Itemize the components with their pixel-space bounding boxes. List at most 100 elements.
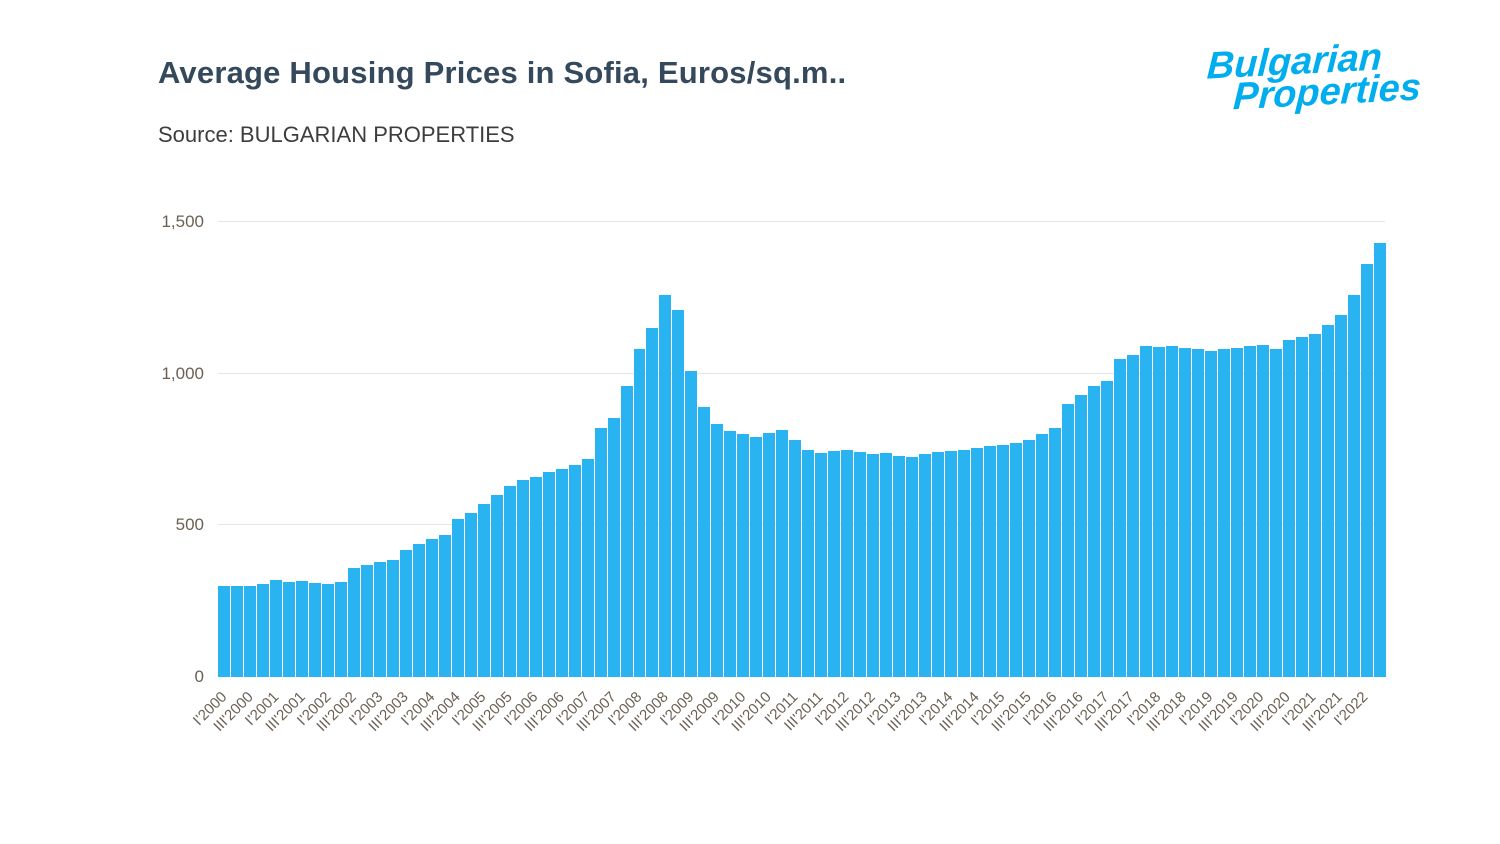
bar xyxy=(477,504,490,677)
bar xyxy=(243,586,256,677)
bar xyxy=(620,385,633,677)
bar xyxy=(750,437,763,677)
y-axis-tick-label: 500 xyxy=(175,515,204,535)
bar xyxy=(347,567,360,677)
bar xyxy=(529,476,542,677)
bar xyxy=(516,479,529,677)
bar xyxy=(607,417,620,677)
bar xyxy=(893,456,906,677)
y-axis-tick-label: 0 xyxy=(194,667,204,686)
bar xyxy=(1347,294,1360,677)
x-axis: I'2000 III'2000 I'2001 III'2001 I'2002 III'20… xyxy=(190,677,1385,777)
bar xyxy=(1321,325,1334,677)
bar xyxy=(1269,348,1282,677)
bar xyxy=(906,457,919,677)
plot-area: 0 500 1,000 1,500 I'2000 III'2000 I'2001 III'2… xyxy=(161,212,1386,735)
bar xyxy=(1087,386,1100,677)
bar xyxy=(1230,347,1243,677)
bar xyxy=(1204,350,1217,677)
bar xyxy=(1217,349,1230,677)
bar xyxy=(1126,354,1139,677)
bar xyxy=(789,440,802,677)
bar xyxy=(1139,345,1152,677)
bar xyxy=(932,451,945,677)
gridline xyxy=(218,676,1385,677)
bar xyxy=(360,564,373,677)
bar xyxy=(308,582,321,677)
bar xyxy=(828,451,841,677)
bar xyxy=(724,431,737,677)
bar xyxy=(919,454,932,677)
bar xyxy=(646,328,659,677)
bar xyxy=(711,423,724,677)
bar xyxy=(451,519,464,677)
bar xyxy=(1036,434,1048,677)
bar xyxy=(1282,339,1295,677)
bar xyxy=(802,449,815,677)
gridline xyxy=(218,524,1385,526)
bar xyxy=(737,434,750,677)
bar xyxy=(321,584,334,677)
bar xyxy=(256,584,269,677)
bar xyxy=(1049,427,1061,677)
bar xyxy=(230,586,243,677)
bar xyxy=(776,429,789,677)
bar xyxy=(997,444,1010,677)
bar xyxy=(1061,404,1074,677)
bar xyxy=(672,309,685,677)
bar xyxy=(386,560,399,677)
bar xyxy=(1113,358,1126,677)
bar xyxy=(490,495,503,677)
bar xyxy=(269,579,282,677)
bar xyxy=(218,586,230,677)
bar xyxy=(841,449,854,677)
bar xyxy=(1256,344,1269,677)
bar xyxy=(1074,394,1087,677)
bar xyxy=(581,458,594,677)
bar xyxy=(425,538,438,677)
bar xyxy=(594,428,607,677)
bar xyxy=(503,485,516,677)
bar xyxy=(867,454,880,677)
bar xyxy=(568,464,581,677)
bar xyxy=(399,549,412,677)
logo-text-line2: Properties xyxy=(1232,66,1423,119)
bar xyxy=(1360,264,1373,677)
bar xyxy=(763,432,776,677)
bar xyxy=(1308,333,1321,677)
bar xyxy=(1152,346,1165,677)
bar xyxy=(971,447,984,677)
bar xyxy=(854,451,867,677)
bar xyxy=(1243,345,1256,677)
bar xyxy=(1295,336,1308,677)
page-title: Average Housing Prices in Sofia, Euros/s… xyxy=(158,55,847,90)
bar xyxy=(412,543,425,677)
bar xyxy=(282,582,295,677)
bar xyxy=(815,452,828,677)
bar xyxy=(1334,315,1347,677)
gridline xyxy=(218,221,1385,222)
bar xyxy=(555,469,568,677)
bar xyxy=(984,446,997,677)
bar xyxy=(542,472,555,677)
bar xyxy=(1010,442,1023,677)
y-axis-tick-label: 1,500 xyxy=(161,212,204,231)
bar xyxy=(1100,381,1113,677)
bar xyxy=(334,582,347,677)
bar xyxy=(373,562,386,677)
bulgarian-properties-logo: Bulgarian Properties xyxy=(1204,36,1423,118)
y-axis-tick-label: 1,000 xyxy=(161,363,204,383)
bar xyxy=(1373,243,1386,677)
bar xyxy=(1165,346,1178,677)
bar xyxy=(1178,347,1191,677)
bar xyxy=(945,451,958,677)
bars xyxy=(218,222,1386,677)
bar xyxy=(1023,439,1036,677)
source-label: Source: BULGARIAN PROPERTIES xyxy=(158,122,515,147)
bar xyxy=(958,449,971,677)
bar xyxy=(685,370,698,677)
bar xyxy=(698,407,711,677)
bar xyxy=(464,513,477,677)
bar xyxy=(438,535,451,677)
bar xyxy=(1191,349,1204,677)
